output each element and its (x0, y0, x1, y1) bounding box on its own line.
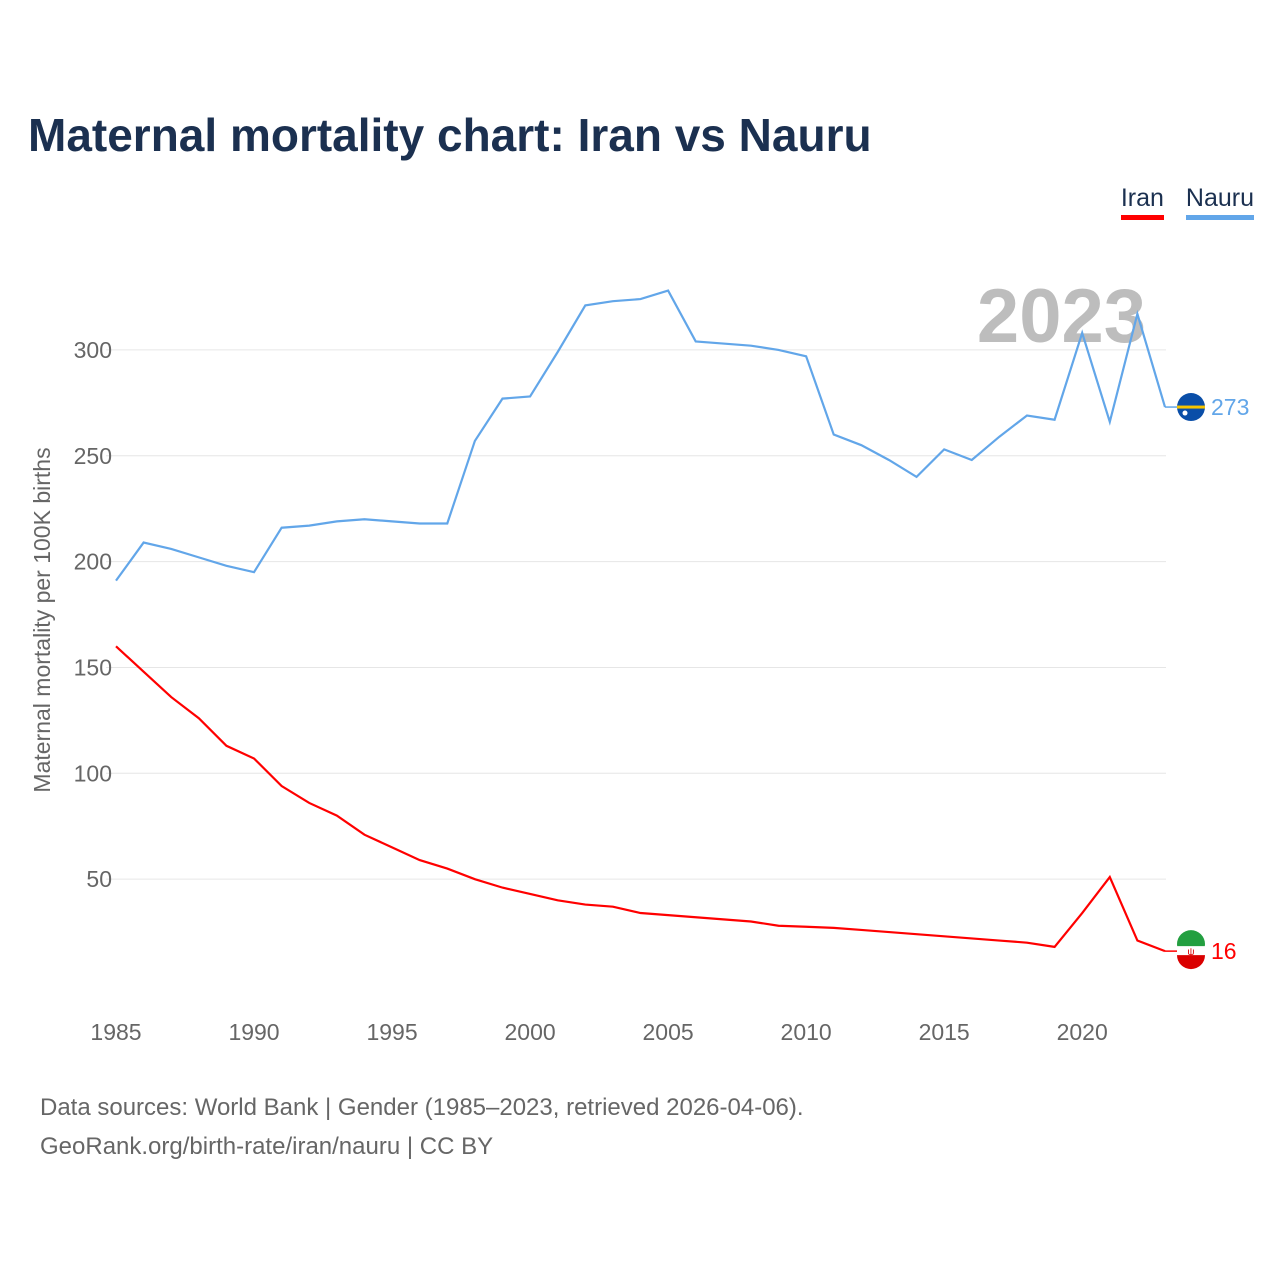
x-tick-label: 2015 (919, 1019, 970, 1045)
source-line-1: Data sources: World Bank | Gender (1985–… (40, 1094, 804, 1121)
nauru-flag-star (1182, 410, 1188, 416)
iran-flag-white (1177, 946, 1205, 957)
end-value-label-nauru: 273 (1211, 394, 1249, 420)
x-tick-label: 2010 (781, 1019, 832, 1045)
x-tick-label: 1995 (366, 1019, 417, 1045)
series-line-nauru (115, 289, 1167, 582)
iran-flag-red (1177, 955, 1205, 970)
legend-nauru[interactable]: Nauru (1185, 184, 1254, 220)
y-tick-label: 250 (74, 443, 112, 469)
source-note: Data sources: World Bank | Gender (1985–… (40, 1088, 804, 1166)
chart-title: Maternal mortality chart: Iran vs Nauru (28, 109, 872, 161)
x-tick-label: 2005 (643, 1019, 694, 1045)
x-tick-label: 2020 (1057, 1019, 1108, 1045)
legend: Iran Nauru (1120, 184, 1254, 220)
year-watermark: 2023 (977, 274, 1146, 359)
y-tick-label: 300 (74, 337, 112, 363)
source-line-2[interactable]: GeoRank.org/birth-rate/iran/nauru | CC B… (40, 1133, 494, 1160)
end-value-label-iran: 16 (1211, 938, 1237, 964)
x-tick-label: 1985 (90, 1019, 141, 1045)
y-tick-label: 200 (74, 549, 112, 575)
iran-flag-emblem: ψ (1187, 947, 1194, 958)
legend-iran[interactable]: Iran (1120, 184, 1164, 220)
y-tick-label: 150 (74, 654, 112, 680)
y-axis-label: Maternal mortality per 100K births (29, 447, 55, 792)
y-tick-label: 50 (86, 866, 112, 892)
x-tick-label: 1990 (228, 1019, 279, 1045)
nauru-flag-stripe (1177, 405, 1205, 409)
y-tick-label: 100 (74, 760, 112, 786)
series-line-iran (115, 645, 1166, 953)
x-tick-label: 2000 (504, 1019, 555, 1045)
